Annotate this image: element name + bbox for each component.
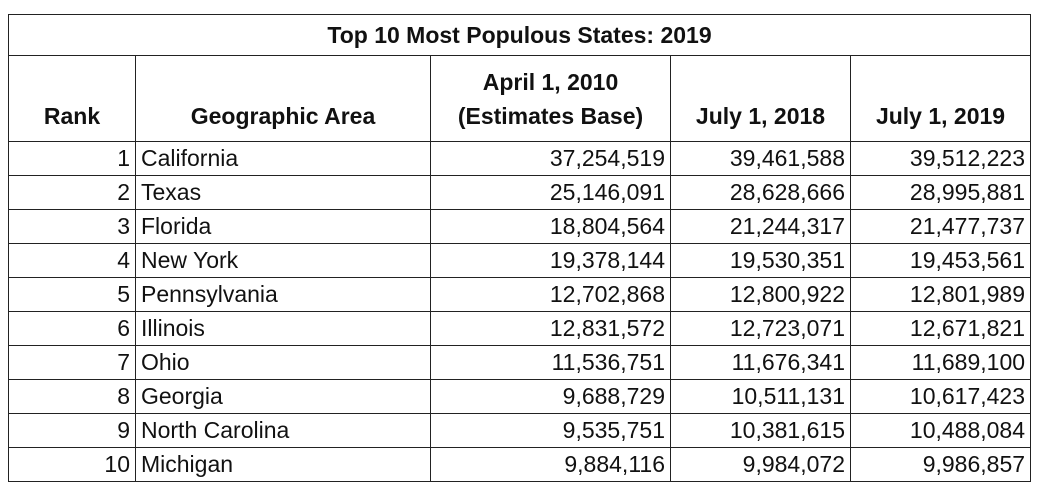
table-row: 3 Florida 18,804,564 21,244,317 21,477,7…: [8, 209, 1032, 244]
header-rank: Rank: [8, 55, 136, 142]
header-estimates-base-line1: April 1, 2010: [482, 69, 619, 96]
area-cell: California: [135, 141, 431, 176]
rank-cell: 9: [8, 413, 136, 448]
july-2019-cell: 21,477,737: [849, 209, 1032, 244]
rank-cell: 7: [8, 345, 136, 380]
july-2018-cell: 21,244,317: [670, 209, 851, 244]
table-title: Top 10 Most Populous States: 2019: [7, 14, 1032, 56]
july-2019-cell: 11,689,100: [849, 345, 1032, 380]
area-cell: Ohio: [135, 345, 431, 380]
july-2018-cell: 9,984,072: [670, 447, 851, 482]
table-row: 4 New York 19,378,144 19,530,351 19,453,…: [8, 243, 1032, 278]
estimates-base-cell: 12,702,868: [430, 277, 671, 312]
july-2018-cell: 19,530,351: [670, 243, 851, 278]
rank-cell: 3: [8, 209, 136, 244]
table-row: 9 North Carolina 9,535,751 10,381,615 10…: [8, 413, 1032, 448]
area-cell: Illinois: [135, 311, 431, 346]
july-2019-cell: 10,617,423: [849, 379, 1032, 414]
july-2019-cell: 39,512,223: [849, 141, 1032, 176]
area-cell: Texas: [135, 175, 431, 210]
july-2018-cell: 12,723,071: [670, 311, 851, 346]
july-2018-cell: 11,676,341: [670, 345, 851, 380]
table-row: 5 Pennsylvania 12,702,868 12,800,922 12,…: [8, 277, 1032, 312]
july-2019-cell: 28,995,881: [849, 175, 1032, 210]
header-july-2019: July 1, 2019: [849, 55, 1032, 142]
header-estimates-base-line2: (Estimates Base): [457, 102, 644, 129]
area-cell: Florida: [135, 209, 431, 244]
rank-cell: 10: [8, 447, 136, 482]
rank-cell: 4: [8, 243, 136, 278]
estimates-base-cell: 9,884,116: [430, 447, 671, 482]
rank-cell: 5: [8, 277, 136, 312]
area-cell: Pennsylvania: [135, 277, 431, 312]
table-row: 10 Michigan 9,884,116 9,984,072 9,986,85…: [8, 447, 1032, 482]
estimates-base-cell: 9,535,751: [430, 413, 671, 448]
table-row: 8 Georgia 9,688,729 10,511,131 10,617,42…: [8, 379, 1032, 414]
table-row: 6 Illinois 12,831,572 12,723,071 12,671,…: [8, 311, 1032, 346]
july-2018-cell: 12,800,922: [670, 277, 851, 312]
area-cell: Michigan: [135, 447, 431, 482]
july-2019-cell: 12,801,989: [849, 277, 1032, 312]
estimates-base-cell: 12,831,572: [430, 311, 671, 346]
table-row: 1 California 37,254,519 39,461,588 39,51…: [8, 141, 1032, 176]
july-2018-cell: 10,381,615: [670, 413, 851, 448]
estimates-base-cell: 25,146,091: [430, 175, 671, 210]
july-2018-cell: 10,511,131: [670, 379, 851, 414]
rank-cell: 8: [8, 379, 136, 414]
july-2019-cell: 12,671,821: [849, 311, 1032, 346]
july-2019-cell: 9,986,857: [849, 447, 1032, 482]
july-2019-cell: 10,488,084: [849, 413, 1032, 448]
header-geographic-area: Geographic Area: [135, 55, 431, 142]
table-row: 7 Ohio 11,536,751 11,676,341 11,689,100: [8, 345, 1032, 380]
header-estimates-base: April 1, 2010 (Estimates Base): [430, 55, 671, 142]
estimates-base-cell: 9,688,729: [430, 379, 671, 414]
estimates-base-cell: 18,804,564: [430, 209, 671, 244]
july-2018-cell: 28,628,666: [670, 175, 851, 210]
population-table: Top 10 Most Populous States: 2019 Rank G…: [7, 14, 1032, 482]
july-2018-cell: 39,461,588: [670, 141, 851, 176]
estimates-base-cell: 19,378,144: [430, 243, 671, 278]
july-2019-cell: 19,453,561: [849, 243, 1032, 278]
header-july-2018: July 1, 2018: [670, 55, 851, 142]
estimates-base-cell: 11,536,751: [430, 345, 671, 380]
area-cell: New York: [135, 243, 431, 278]
rank-cell: 6: [8, 311, 136, 346]
table-row: 2 Texas 25,146,091 28,628,666 28,995,881: [8, 175, 1032, 210]
rank-cell: 2: [8, 175, 136, 210]
header-row: Rank Geographic Area April 1, 2010 (Esti…: [8, 55, 1032, 142]
area-cell: Georgia: [135, 379, 431, 414]
area-cell: North Carolina: [135, 413, 431, 448]
rank-cell: 1: [8, 141, 136, 176]
estimates-base-cell: 37,254,519: [430, 141, 671, 176]
